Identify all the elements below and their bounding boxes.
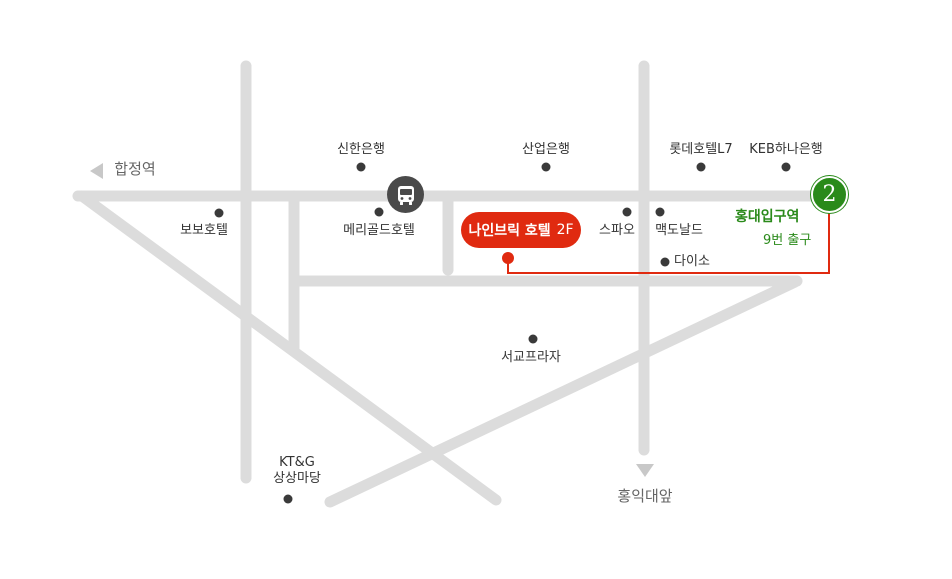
landmark-dot (374, 207, 384, 217)
landmark-lotte-hotel: 롯데호텔L7 (669, 142, 733, 157)
landmark-dot (356, 162, 366, 172)
landmark-dot (528, 334, 538, 344)
landmark-dot (660, 257, 670, 267)
direction-south-label: 홍익대앞 (617, 487, 673, 505)
arrow-down-icon (636, 464, 654, 477)
landmark-ktg-line2: 상상마당 (273, 471, 321, 486)
landmark-sanup-bank: 산업은행 (522, 142, 570, 157)
hotel-marker (502, 252, 514, 264)
landmark-mcdonalds: 맥도날드 (655, 223, 703, 238)
landmark-dot (696, 162, 706, 172)
road-diagonal-nw-se (76, 190, 502, 506)
landmark-shinhan-bank: 신한은행 (337, 142, 385, 157)
road-diagonal-sw-ne (324, 276, 801, 508)
landmark-merigold-hotel: 메리골드호텔 (343, 223, 415, 238)
station-exit-label: 9번 출구 (763, 233, 812, 248)
landmark-keb-hana-bank: KEB하나은행 (749, 142, 823, 157)
arrow-left-icon (90, 163, 103, 179)
exit-number-badge: 2 (811, 176, 848, 213)
landmark-dot (655, 207, 665, 217)
landmark-spao: 스파오 (599, 223, 635, 238)
bus-glyph (397, 185, 414, 205)
direction-west-label: 합정역 (114, 160, 156, 178)
landmark-dot (541, 162, 551, 172)
landmark-ktg-line1: KT&G (279, 455, 315, 470)
landmark-seogyo-plaza: 서교프라자 (501, 350, 561, 365)
landmark-dot (781, 162, 791, 172)
landmark-daiso: 다이소 (674, 254, 710, 269)
landmark-dot (622, 207, 632, 217)
landmark-bobo-hotel: 보보호텔 (180, 223, 228, 238)
landmark-dot (283, 494, 293, 504)
destination-hotel-label: 나인브릭 호텔 2F (461, 212, 581, 248)
bus-icon (387, 176, 424, 213)
station-name: 홍대입구역 (735, 209, 800, 225)
hotel-floor: 2F (556, 222, 574, 238)
roads (72, 60, 836, 508)
landmark-dot (214, 208, 224, 218)
route-line (507, 196, 830, 274)
hotel-name: 나인브릭 호텔 (468, 223, 551, 239)
